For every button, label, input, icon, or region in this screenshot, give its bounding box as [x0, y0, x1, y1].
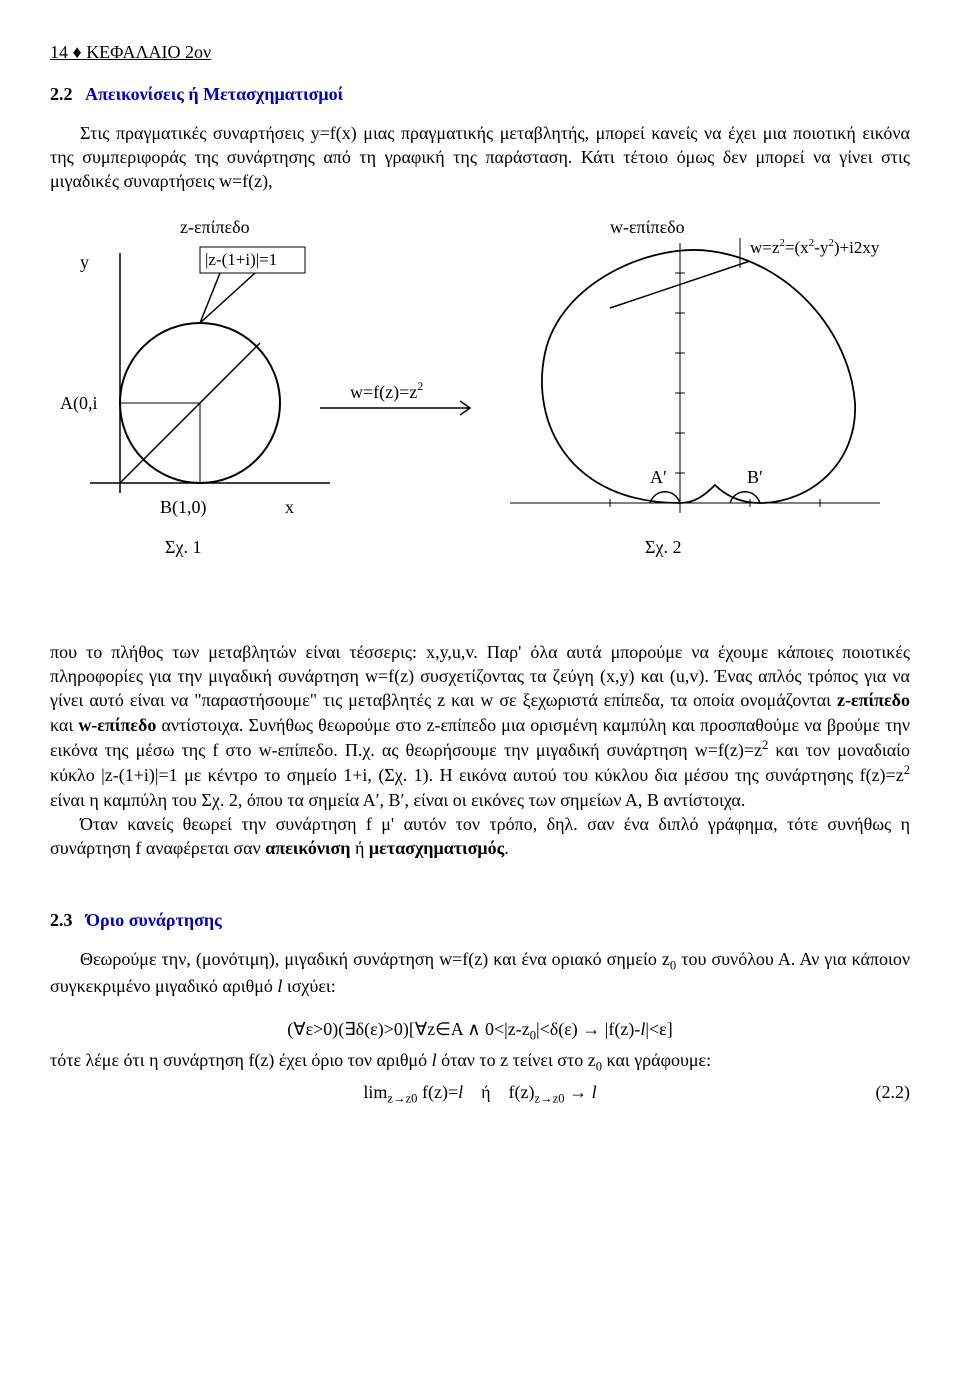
- leader-line-2: [200, 273, 255, 323]
- map-label: w=f(z)=z2: [350, 379, 423, 403]
- eq2l2: l: [592, 1082, 597, 1102]
- t7: ή: [351, 838, 369, 858]
- eq2c: f(z): [509, 1082, 535, 1102]
- B-prime: B′: [747, 467, 763, 487]
- A-prime: A′: [650, 467, 667, 487]
- eq2sub2: z→z0: [535, 1091, 565, 1105]
- point-B: B(1,0): [160, 497, 207, 518]
- caption-2: Σχ. 2: [645, 537, 681, 557]
- section-2-3-title: 2.3 Όριο συνάρτησης: [50, 908, 910, 932]
- p2a: τότε λέμε ότι η συνάρτηση f(z) έχει όριο…: [50, 1050, 432, 1070]
- equation-limit: limz→z0 f(z)=l ή f(z)z→z0 → l (2.2): [50, 1080, 910, 1108]
- chapter-label: ΚΕΦΑΛΑΙΟ 2ον: [86, 42, 211, 62]
- t8: .: [504, 838, 509, 858]
- p1end2: ισχύει:: [282, 976, 335, 996]
- figure-svg: z-επίπεδο y |z-(1+i)|=1 A(0,i B(1,0) x Σ…: [50, 213, 910, 603]
- w-curve: [542, 250, 855, 503]
- eq1b: |<δ(ε) → |f(z)-: [536, 1019, 640, 1039]
- sup2: 2: [904, 763, 910, 777]
- w-formula: w=z2=(x2-y2)+i2xy: [750, 237, 880, 257]
- page-header: 14 ♦ ΚΕΦΑΛΑΙΟ 2ον: [50, 40, 910, 64]
- y-axis-label: y: [80, 252, 89, 272]
- section-num-23: 2.3: [50, 910, 73, 930]
- p2b: όταν το z τείνει στο z: [437, 1050, 596, 1070]
- section-num: 2.2: [50, 84, 73, 104]
- section-2-2-title: 2.2 Απεικονίσεις ή Μετασχηματισμοί: [50, 82, 910, 106]
- section-title-text: Απεικονίσεις ή Μετασχηματισμοί: [85, 84, 343, 104]
- diag-line: [120, 343, 260, 483]
- eq-number: (2.2): [876, 1080, 911, 1104]
- para-after-fig: που το πλήθος των μεταβλητών είναι τέσσε…: [50, 640, 910, 861]
- figure-block: z-επίπεδο y |z-(1+i)|=1 A(0,i B(1,0) x Σ…: [50, 213, 910, 609]
- p1: Θεωρούμε την, (μονότιμη), μιγαδική συνάρ…: [80, 949, 670, 969]
- section-title-text-23: Όριο συνάρτησης: [86, 910, 222, 930]
- t1: που το πλήθος των μεταβλητών είναι τέσσε…: [50, 642, 910, 711]
- caption-1: Σχ. 1: [165, 537, 201, 557]
- point-A: A(0,i: [60, 393, 98, 414]
- page-number: 14: [50, 42, 68, 62]
- para-2-2-1: Στις πραγματικές συναρτήσεις y=f(x) μιας…: [50, 121, 910, 194]
- t5: είναι η καμπύλη του Σχ. 2, όπου τα σημεί…: [50, 790, 745, 810]
- eq2sub: z→z0: [387, 1091, 417, 1105]
- equation-epsilon-delta: (∀ε>0)(∃δ(ε)>0)[∀z∈A ∧ 0<|z-z0|<δ(ε) → |…: [50, 1017, 910, 1045]
- p2c: και γράφουμε:: [602, 1050, 711, 1070]
- para-2-3-1: Θεωρούμε την, (μονότιμη), μιγαδική συνάρ…: [50, 947, 910, 999]
- eq2or: ή: [463, 1082, 508, 1102]
- w-plane-label: w-επίπεδο: [610, 217, 685, 237]
- para-text: Στις πραγματικές συναρτήσεις y=f(x) μιας…: [50, 123, 910, 192]
- b3: απεικόνιση: [265, 838, 350, 858]
- eq2b: f(z)=: [417, 1082, 458, 1102]
- b2: w-επίπεδο: [78, 715, 156, 735]
- b4: μετασχηματισμός: [369, 838, 504, 858]
- para-2-3-2: τότε λέμε ότι η συνάρτηση f(z) έχει όριο…: [50, 1048, 910, 1076]
- circle-label: |z-(1+i)|=1: [205, 250, 277, 269]
- eq2a: lim: [363, 1082, 387, 1102]
- z-plane-label: z-επίπεδο: [180, 217, 250, 237]
- x-axis-label: x: [285, 497, 294, 517]
- b1: z-επίπεδο: [837, 690, 910, 710]
- t2: και: [50, 715, 78, 735]
- eq2d: →: [565, 1082, 592, 1102]
- eq1a: (∀ε>0)(∃δ(ε)>0)[∀z∈A ∧ 0<|z-z: [287, 1019, 529, 1039]
- eq1c: |<ε]: [645, 1019, 672, 1039]
- leader-line-1: [200, 273, 220, 323]
- diamond: ♦: [73, 42, 82, 62]
